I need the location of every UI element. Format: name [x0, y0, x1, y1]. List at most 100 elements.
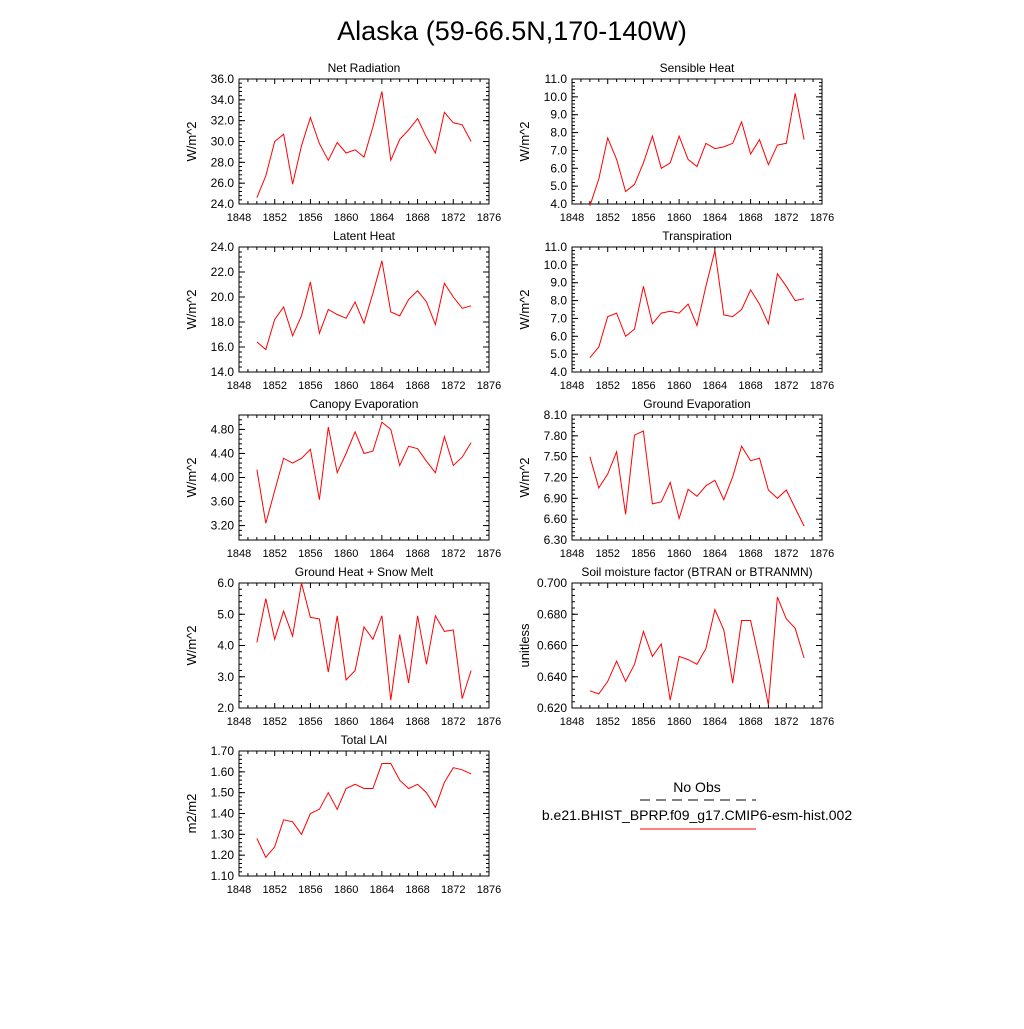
- y-tick-label: 26.0: [211, 176, 235, 190]
- y-tick-label: 7.80: [544, 429, 568, 443]
- y-tick-label: 28.0: [211, 155, 235, 169]
- y-tick-label: 9.0: [550, 276, 567, 290]
- y-tick-label: 8.0: [550, 126, 567, 140]
- x-tick-label: 1872: [441, 212, 465, 224]
- y-tick-label: 7.50: [544, 450, 568, 464]
- x-tick-label: 1872: [774, 212, 798, 224]
- panel-4: Transpiration W/m^2 1848 1852 1856 1860 1864 18…: [517, 229, 834, 392]
- y-axis-label: W/m^2: [184, 457, 199, 497]
- x-tick-label: 1860: [334, 884, 358, 896]
- y-axis-label: W/m^2: [184, 289, 199, 329]
- x-tick-label: 1876: [477, 884, 501, 896]
- panel-8: Soil moisture factor (BTRAN or BTRANMN) u…: [517, 565, 834, 728]
- y-tick-label: 24.0: [211, 197, 235, 211]
- y-tick-label: 24.0: [211, 240, 235, 254]
- y-tick-label: 34.0: [211, 93, 235, 107]
- x-tick-label: 1876: [477, 548, 501, 560]
- panel-2: Sensible Heat W/m^2 1848 1852 1856 1860 1864 18…: [517, 61, 834, 224]
- panel-title: Soil moisture factor (BTRAN or BTRANMN): [581, 565, 812, 579]
- y-tick-label: 7.0: [550, 311, 567, 325]
- x-tick-label: 1848: [227, 380, 251, 392]
- y-tick-label: 10.0: [544, 90, 568, 104]
- y-axis-label: W/m^2: [517, 289, 532, 329]
- x-tick-label: 1852: [262, 716, 286, 728]
- plot-frame: [571, 246, 823, 373]
- y-tick-label: 1.60: [211, 765, 235, 779]
- panels: Net Radiation W/m^2 1848 1852 1856 1860 1864 18…: [184, 61, 834, 896]
- y-tick-label: 1.10: [211, 869, 235, 883]
- x-tick-label: 1860: [667, 548, 691, 560]
- plot-frame: [238, 582, 490, 709]
- x-tick-label: 1852: [595, 548, 619, 560]
- x-tick-label: 1860: [667, 716, 691, 728]
- x-tick-label: 1872: [774, 716, 798, 728]
- x-tick-label: 1852: [262, 884, 286, 896]
- y-tick-label: 14.0: [211, 365, 235, 379]
- x-tick-label: 1860: [334, 212, 358, 224]
- y-tick-label: 6.30: [544, 533, 568, 547]
- x-tick-label: 1856: [298, 884, 322, 896]
- panel-6: Ground Evaporation W/m^2 1848 1852 1856 1860 1…: [517, 397, 834, 560]
- x-tick-label: 1848: [227, 548, 251, 560]
- y-tick-label: 4.80: [211, 422, 235, 436]
- y-tick-label: 36.0: [211, 72, 235, 86]
- x-tick-label: 1864: [370, 548, 394, 560]
- y-tick-label: 2.0: [217, 701, 234, 715]
- x-tick-label: 1864: [703, 548, 727, 560]
- legend: No Obs b.e21.BHIST_BPRP.f09_g17.CMIP6-es…: [542, 779, 852, 830]
- series-line: [256, 582, 472, 701]
- x-tick-label: 1868: [405, 380, 429, 392]
- y-tick-label: 7.20: [544, 471, 568, 485]
- y-tick-label: 30.0: [211, 135, 235, 149]
- plot-frame: [238, 246, 490, 373]
- y-tick-label: 6.0: [217, 576, 234, 590]
- x-tick-label: 1860: [667, 212, 691, 224]
- panel-title: Ground Heat + Snow Melt: [295, 565, 434, 579]
- panel-title: Total LAI: [341, 733, 388, 747]
- x-tick-label: 1848: [560, 716, 584, 728]
- panel-7: Ground Heat + Snow Melt W/m^2 1848 1852 1856…: [184, 565, 501, 728]
- y-tick-label: 1.20: [211, 848, 235, 862]
- y-tick-label: 0.640: [537, 670, 567, 684]
- panel-3: Latent Heat W/m^2 1848 1852 1856 1860 1864 1868…: [184, 229, 501, 392]
- y-tick-label: 32.0: [211, 114, 235, 128]
- y-tick-label: 4.40: [211, 446, 235, 460]
- x-tick-label: 1876: [477, 212, 501, 224]
- y-axis-label: W/m^2: [184, 121, 199, 161]
- x-tick-label: 1852: [262, 380, 286, 392]
- x-tick-label: 1872: [774, 548, 798, 560]
- panel-title: Net Radiation: [328, 61, 401, 75]
- x-tick-label: 1868: [738, 548, 762, 560]
- series-line: [589, 93, 805, 206]
- y-tick-label: 1.50: [211, 786, 235, 800]
- x-tick-label: 1872: [774, 380, 798, 392]
- x-tick-label: 1876: [477, 380, 501, 392]
- legend-obs-label: No Obs: [673, 779, 720, 795]
- y-tick-label: 0.620: [537, 701, 567, 715]
- y-tick-label: 4.0: [217, 639, 234, 653]
- x-tick-label: 1876: [810, 548, 834, 560]
- x-tick-label: 1860: [667, 380, 691, 392]
- x-tick-label: 1860: [334, 548, 358, 560]
- y-axis-label: unitless: [517, 623, 532, 668]
- plot-frame: [571, 582, 823, 709]
- panel-title: Transpiration: [662, 229, 732, 243]
- plot-frame: [238, 78, 490, 205]
- x-tick-label: 1848: [560, 212, 584, 224]
- y-axis-label: m2/m2: [184, 794, 199, 834]
- x-tick-label: 1868: [738, 716, 762, 728]
- y-tick-label: 7.0: [550, 143, 567, 157]
- y-tick-label: 20.0: [211, 290, 235, 304]
- x-tick-label: 1864: [370, 212, 394, 224]
- x-tick-label: 1848: [227, 884, 251, 896]
- y-tick-label: 18.0: [211, 315, 235, 329]
- y-tick-label: 0.700: [537, 576, 567, 590]
- x-tick-label: 1856: [631, 212, 655, 224]
- series-line: [256, 763, 472, 859]
- x-tick-label: 1852: [595, 212, 619, 224]
- x-tick-label: 1868: [405, 548, 429, 560]
- y-tick-label: 6.0: [550, 329, 567, 343]
- y-tick-label: 3.0: [217, 670, 234, 684]
- x-tick-label: 1848: [227, 212, 251, 224]
